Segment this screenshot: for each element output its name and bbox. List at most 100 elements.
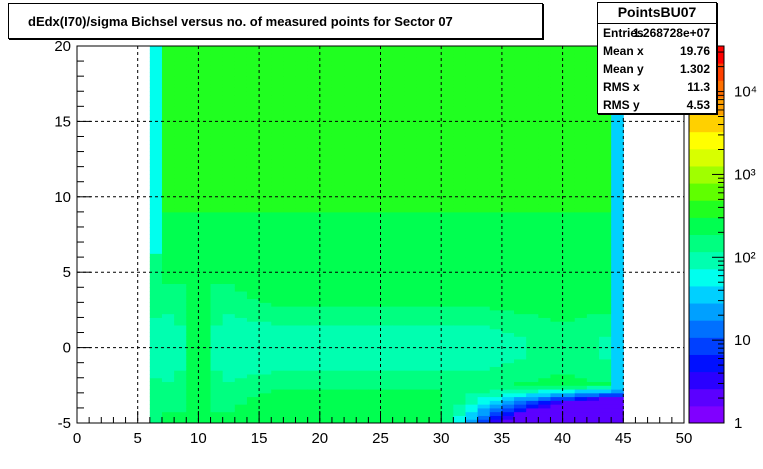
heatmap-cell: [514, 53, 527, 58]
heatmap-cell: [368, 223, 381, 228]
heatmap-cell: [234, 238, 248, 243]
heatmap-cell: [259, 309, 272, 315]
heatmap-cell: [331, 283, 345, 288]
heatmap-cell: [441, 68, 454, 73]
heatmap-cell: [356, 128, 369, 134]
heatmap-cell: [380, 49, 394, 55]
heatmap-cell: [259, 275, 272, 281]
heatmap-cell: [526, 49, 539, 55]
heatmap-cell: [526, 294, 539, 300]
heatmap-cell: [611, 404, 624, 409]
heatmap-cell: [307, 389, 321, 394]
heatmap-cell: [416, 64, 430, 70]
heatmap-cell: [283, 219, 297, 224]
heatmap-cell: [234, 72, 248, 77]
heatmap-cell: [586, 147, 600, 153]
heatmap-cell: [319, 268, 333, 273]
heatmap-cell: [271, 385, 284, 390]
heatmap-cell: [416, 113, 430, 119]
heatmap-cell: [538, 185, 551, 190]
stats-key: Entries: [603, 26, 644, 40]
heatmap-cell: [307, 407, 321, 413]
heatmap-cell: [416, 79, 430, 85]
heatmap-cell: [210, 200, 224, 205]
heatmap-cell: [234, 87, 248, 92]
heatmap-cell: [319, 196, 333, 202]
heatmap-cell: [186, 91, 199, 96]
heatmap-cell: [526, 208, 539, 213]
heatmap-cell: [368, 234, 381, 239]
heatmap-cell: [149, 189, 163, 194]
heatmap-cell: [161, 332, 175, 337]
heatmap-cell: [344, 144, 357, 149]
heatmap-cell: [246, 272, 260, 277]
heatmap-cell: [514, 373, 527, 379]
heatmap-cell: [453, 121, 466, 126]
heatmap-cell: [356, 260, 369, 266]
heatmap-cell: [429, 226, 442, 232]
color-scale-step: [689, 337, 724, 355]
heatmap-cell: [501, 272, 515, 277]
heatmap-cell: [599, 404, 612, 409]
heatmap-cell: [465, 53, 479, 58]
heatmap-cell: [441, 147, 454, 153]
heatmap-cell: [271, 106, 284, 111]
heatmap-cell: [465, 204, 479, 209]
heatmap-cell: [501, 407, 515, 413]
heatmap-cell: [429, 347, 442, 352]
heatmap-cell: [271, 204, 284, 209]
heatmap-cell: [429, 279, 442, 285]
heatmap-cell: [331, 411, 345, 416]
heatmap-cell: [307, 223, 321, 228]
heatmap-cell: [416, 238, 430, 243]
heatmap-cell: [186, 76, 199, 81]
heatmap-cell: [271, 147, 284, 153]
heatmap-cell: [331, 208, 345, 213]
heatmap-cell: [429, 113, 442, 119]
heatmap-cell: [599, 328, 612, 334]
heatmap-cell: [186, 208, 199, 213]
heatmap-cell: [198, 260, 212, 266]
heatmap-cell: [198, 204, 212, 209]
heatmap-cell: [392, 144, 406, 149]
heatmap-cell: [234, 204, 248, 209]
heatmap-cell: [586, 181, 600, 186]
heatmap-cell: [477, 407, 491, 413]
heatmap-cell: [574, 230, 588, 235]
heatmap-cell: [514, 260, 527, 266]
heatmap-cell: [161, 321, 175, 326]
heatmap-cell: [441, 404, 454, 409]
heatmap-cell: [161, 396, 175, 401]
heatmap-cell: [331, 343, 345, 349]
heatmap-cell: [295, 272, 309, 277]
heatmap-cell: [307, 264, 321, 269]
heatmap-cell: [295, 245, 309, 251]
heatmap-cell: [501, 242, 515, 247]
heatmap-cell: [210, 343, 224, 349]
heatmap-cell: [149, 294, 163, 300]
heatmap-cell: [453, 79, 466, 85]
heatmap-cell: [174, 411, 187, 416]
heatmap-cell: [441, 294, 454, 300]
heatmap-cell: [234, 193, 248, 198]
heatmap-cell: [246, 136, 260, 141]
heatmap-cell: [307, 373, 321, 379]
heatmap-cell: [186, 125, 199, 130]
heatmap-cell: [453, 415, 466, 420]
heatmap-cell: [586, 196, 600, 202]
heatmap-cell: [283, 223, 297, 228]
heatmap-cell: [501, 279, 515, 285]
heatmap-cell: [404, 268, 418, 273]
heatmap-cell: [259, 53, 272, 58]
heatmap-cell: [368, 140, 381, 145]
heatmap-cell: [586, 392, 600, 398]
heatmap-cell: [404, 245, 418, 251]
heatmap-cell: [489, 298, 503, 303]
heatmap-cell: [149, 362, 163, 367]
heatmap-cell: [514, 268, 527, 273]
heatmap-cell: [174, 200, 187, 205]
heatmap-cell: [307, 159, 321, 164]
heatmap-cell: [295, 268, 309, 273]
heatmap-cell: [562, 234, 576, 239]
heatmap-cell: [222, 83, 236, 88]
